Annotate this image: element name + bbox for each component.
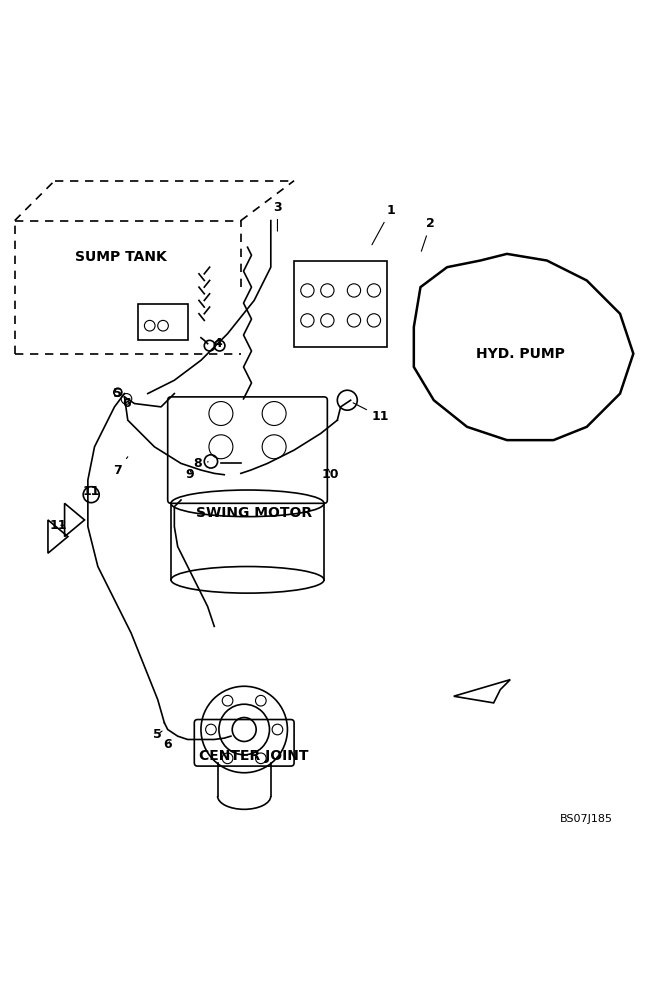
Text: 7: 7: [114, 457, 128, 477]
Text: CENTER JOINT: CENTER JOINT: [200, 749, 309, 763]
Text: SWING MOTOR: SWING MOTOR: [196, 506, 312, 520]
Bar: [138, 304, 188, 340]
Text: 5: 5: [154, 728, 162, 741]
Text: 9: 9: [185, 468, 194, 481]
Text: 11: 11: [82, 485, 100, 498]
Text: HYD. PUMP: HYD. PUMP: [476, 347, 564, 361]
Text: 1: 1: [372, 204, 395, 245]
Bar: [294, 261, 387, 347]
Text: 3: 3: [273, 201, 282, 231]
Text: 8: 8: [193, 457, 208, 470]
Text: 5: 5: [114, 387, 122, 400]
Text: 6: 6: [164, 738, 172, 751]
Text: 6: 6: [122, 397, 131, 410]
Ellipse shape: [171, 567, 324, 593]
Text: 11: 11: [49, 519, 67, 532]
Text: 4: 4: [208, 337, 222, 350]
Text: 10: 10: [322, 468, 339, 481]
Text: BS07J185: BS07J185: [560, 814, 613, 824]
Text: 2: 2: [422, 217, 435, 251]
Text: 11: 11: [353, 403, 389, 423]
Text: SUMP TANK: SUMP TANK: [75, 250, 167, 264]
